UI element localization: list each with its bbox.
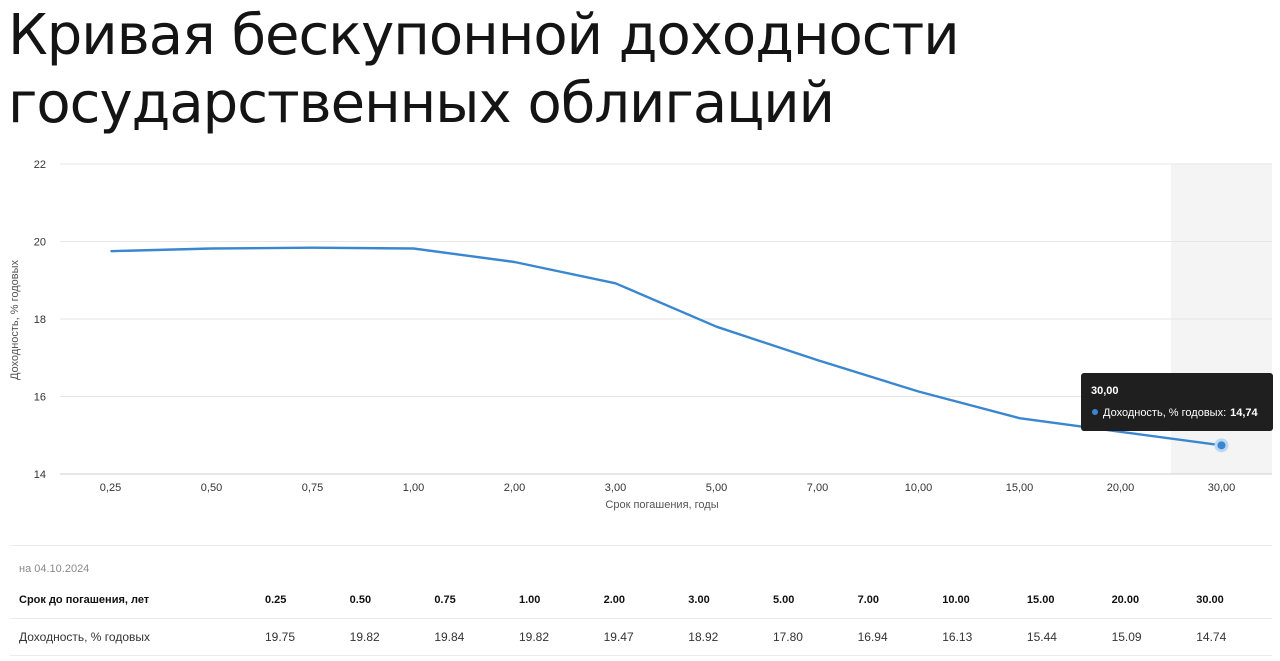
table-cell: 15.09 bbox=[1111, 630, 1142, 644]
x-tick-label: 20,00 bbox=[1107, 482, 1135, 494]
data-point[interactable] bbox=[208, 244, 216, 252]
y-axis-title: Доходность, % годовых bbox=[9, 259, 21, 380]
tooltip-box bbox=[1081, 373, 1273, 431]
x-tick-label: 1,00 bbox=[403, 482, 424, 494]
x-tick-label: 0,75 bbox=[302, 482, 323, 494]
x-axis-ticks: 0,25 0,50 0,75 1,00 2,00 3,00 5,00 7,00 10,00 15,… bbox=[100, 482, 1235, 494]
data-point[interactable] bbox=[915, 387, 923, 395]
data-point[interactable] bbox=[511, 258, 519, 266]
x-tick-label: 0,50 bbox=[201, 482, 222, 494]
tooltip-title: 30,00 bbox=[1091, 385, 1119, 397]
tooltip-marker bbox=[1092, 409, 1098, 415]
table-cell: 19.82 bbox=[518, 630, 549, 644]
y-tick-label: 14 bbox=[34, 469, 46, 481]
x-tick-label: 15,00 bbox=[1006, 482, 1034, 494]
tooltip-line: Доходность, % годовых: 14,74 bbox=[1103, 407, 1259, 419]
yield-table: Срок до погашения, лет 0.25 0.50 0.75 1.00 2… bbox=[10, 582, 1272, 656]
table-header-cell: 30.00 bbox=[1196, 594, 1224, 606]
table-header-cell: 20.00 bbox=[1111, 594, 1140, 606]
table-header-cell: 2.00 bbox=[603, 594, 626, 606]
table-row: Доходность, % годовых 19.75 19.82 19.84 19.… bbox=[10, 619, 1272, 656]
data-point[interactable] bbox=[309, 244, 317, 252]
y-tick-label: 22 bbox=[34, 159, 46, 171]
x-tick-label: 2,00 bbox=[504, 482, 525, 494]
series-line bbox=[110, 246, 1222, 447]
table-row-label: Доходность, % годовых bbox=[19, 630, 150, 644]
data-point[interactable] bbox=[814, 356, 822, 364]
table-header-cell: 10.00 bbox=[942, 594, 970, 606]
x-tick-label: 10,00 bbox=[905, 482, 933, 494]
table-header-cell: 7.00 bbox=[857, 594, 880, 606]
x-tick-label: 5,00 bbox=[706, 482, 727, 494]
x-tick-label: 30,00 bbox=[1208, 482, 1236, 494]
table-cell: 18.92 bbox=[688, 630, 719, 644]
table-cell: 19.82 bbox=[349, 630, 380, 644]
table-header-cell: 0.25 bbox=[265, 594, 287, 606]
y-tick-label: 18 bbox=[34, 314, 46, 326]
table-header-cell: 5.00 bbox=[772, 594, 795, 606]
table-cell: 15.44 bbox=[1026, 630, 1057, 644]
data-point[interactable] bbox=[1214, 438, 1229, 453]
series-points[interactable] bbox=[107, 244, 1229, 453]
y-grid bbox=[60, 163, 1272, 475]
tooltip-value: 14,74 bbox=[1230, 407, 1258, 419]
x-tick-label: 3,00 bbox=[605, 482, 626, 494]
table-header-cell: 0.75 bbox=[434, 594, 456, 606]
yield-curve-chart: 14 16 18 20 22 0,25 0,50 0,75 1,00 2,00 3,00 5,00 7… bbox=[9, 159, 1273, 511]
page-title-text: Кривая бескупонной доходности государств… bbox=[8, 3, 960, 136]
table-cell: 19.47 bbox=[603, 630, 634, 644]
table-header-cell: 15.00 bbox=[1026, 594, 1055, 606]
y-tick-label: 16 bbox=[34, 392, 46, 404]
x-axis-title: Срок погашения, годы bbox=[605, 499, 718, 511]
x-tick-label: 7,00 bbox=[807, 482, 828, 494]
divider bbox=[10, 545, 1272, 546]
data-point[interactable] bbox=[713, 323, 721, 331]
data-point[interactable] bbox=[612, 279, 620, 287]
table-cell: 16.94 bbox=[857, 630, 888, 644]
data-point[interactable] bbox=[1016, 414, 1024, 422]
table-cell: 19.75 bbox=[265, 630, 296, 644]
y-tick-label: 20 bbox=[34, 237, 46, 249]
table-cell: 16.13 bbox=[942, 630, 973, 644]
table-header-cell: 1.00 bbox=[518, 594, 541, 606]
tooltip-label: Доходность, % годовых: bbox=[1103, 407, 1226, 419]
table-header-row: Срок до погашения, лет 0.25 0.50 0.75 1.00 2… bbox=[10, 582, 1272, 619]
data-date: на 04.10.2024 bbox=[19, 563, 90, 575]
tooltip: 30,00 Доходность, % годовых: 14,74 bbox=[1081, 373, 1273, 431]
x-tick-label: 0,25 bbox=[100, 482, 121, 494]
table-header-cell: 3.00 bbox=[688, 594, 710, 606]
data-point[interactable] bbox=[410, 244, 418, 252]
table-cell: 14.74 bbox=[1196, 630, 1227, 644]
page-title: Кривая бескупонной доходности государств… bbox=[8, 2, 1188, 138]
table-header-cell: 0.50 bbox=[349, 594, 372, 606]
table-cell: 19.84 bbox=[434, 630, 465, 644]
table-cell: 17.80 bbox=[772, 630, 803, 644]
table-header-label: Срок до погашения, лет bbox=[19, 594, 150, 606]
data-point[interactable] bbox=[107, 247, 115, 255]
y-axis-ticks: 14 16 18 20 22 bbox=[34, 159, 46, 481]
